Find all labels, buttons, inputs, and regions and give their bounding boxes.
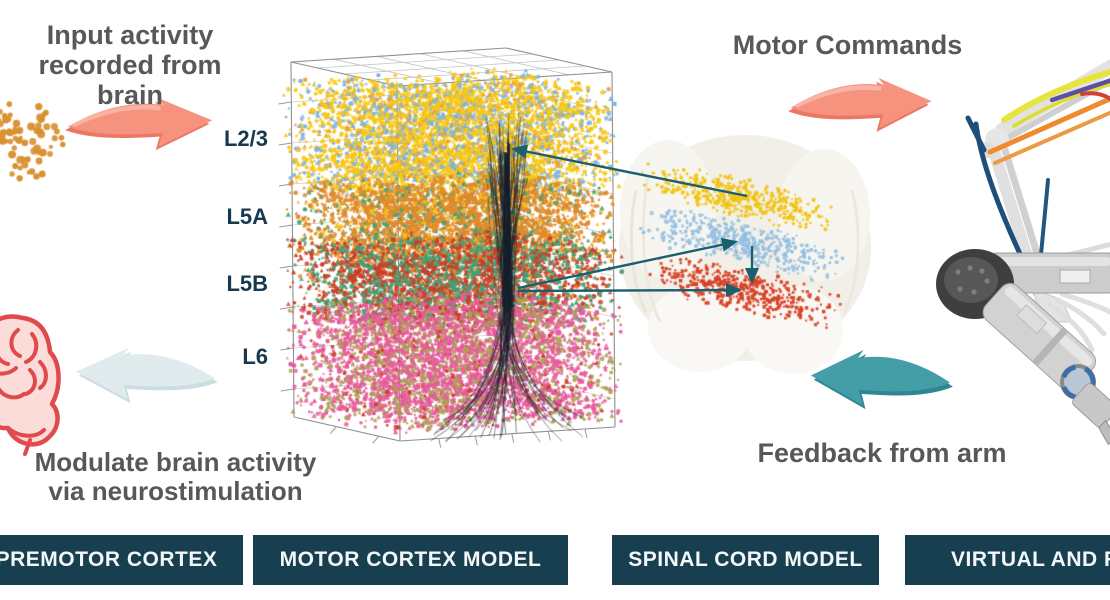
layer-label-l5a: L5A xyxy=(226,204,268,229)
stage-virtual-arm: VIRTUAL AND R xyxy=(905,535,1110,585)
feedback-label: Feedback from arm xyxy=(757,438,1007,468)
modulate-label: Modulate brain activity via neurostimula… xyxy=(28,447,323,507)
motor-commands-label: Motor Commands xyxy=(732,30,963,60)
layer-label-l23: L2/3 xyxy=(223,126,268,151)
stage-spinal-cord-model: SPINAL CORD MODEL xyxy=(612,535,879,585)
stage-motor-cortex-model: MOTOR CORTEX MODEL xyxy=(253,535,568,585)
stage-premotor-cortex: PREMOTOR CORTEX xyxy=(0,535,243,585)
input-activity-line1: Input activity xyxy=(46,20,214,50)
cortex-to-spinal-arrow-blue xyxy=(517,237,738,290)
layer-label-l5b: L5B xyxy=(226,271,268,296)
spinal-to-cortex-arrow xyxy=(511,144,748,198)
layer-label-l6: L6 xyxy=(242,344,268,369)
modulate-line1: Modulate brain activity xyxy=(34,447,317,477)
modulate-line2: via neurostimulation xyxy=(48,476,303,507)
input-activity-label: Input activity recorded from brain xyxy=(10,20,250,111)
input-activity-line2: recorded from brain xyxy=(38,50,222,111)
cortex-to-spinal-arrow-red xyxy=(517,283,742,298)
